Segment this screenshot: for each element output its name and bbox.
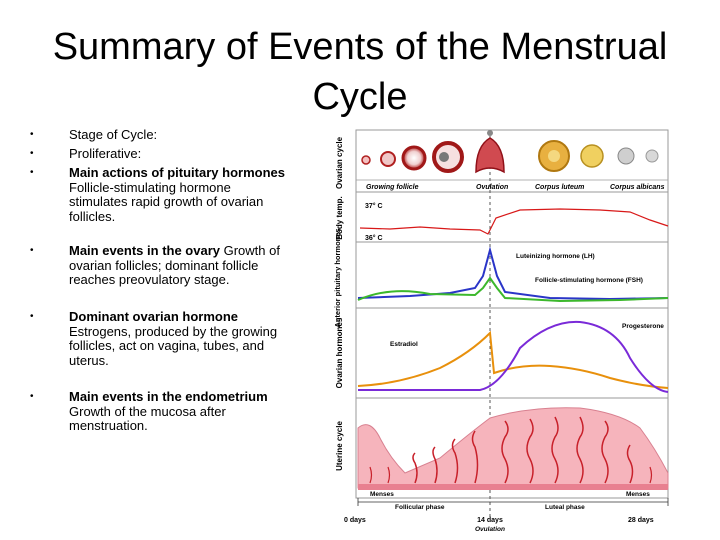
label-menses-end: Menses [626,491,650,498]
uterine-gland [387,466,391,484]
slide-title: Summary of Events of the Menstrual Cycle [52,26,668,118]
label-day-14: 14 days [477,517,503,524]
bullet-dot: • [30,129,34,140]
uterine-gland [369,466,373,484]
ovarian-stage-illustrations [361,130,659,174]
phase-bar: Menses Menses Follicular phase Luteal ph… [357,491,669,511]
bullet-dot: • [30,391,34,402]
basal-layer [358,484,668,490]
bullet-body: Estrogens, produced by the growing folli… [69,323,278,368]
corpus-albicans-shape [617,147,635,165]
uterine-gland [649,466,653,484]
uterine-gland [412,452,418,484]
label-luteal-phase: Luteal phase [545,504,585,511]
row-label-uterine-cycle: Uterine cycle [335,421,344,471]
bullet-dot: • [30,148,34,159]
bullet-dot: • [30,167,34,178]
label-estradiol: Estradiol [390,341,418,348]
primary-follicle [380,151,396,167]
uterine-gland [526,418,534,484]
bullet-text: Main events in the ovary Growth of ovari… [69,243,289,288]
released-ovum [487,130,493,136]
label-menses-start: Menses [370,491,394,498]
bullet-heading: Main events in the endometrium [69,389,268,404]
row-label-ovarian-cycle: Ovarian cycle [335,136,344,189]
label-day-28: 28 days [628,517,654,524]
stage-label-corpus-luteum: Corpus luteum [535,184,584,191]
corpus-albicans-small [645,149,659,163]
bullet-body: Growth of the mucosa after menstruation. [69,403,226,433]
bullet-body: Growth of ovarian follicles; dominant fo… [69,243,280,287]
uterine-gland [601,420,609,484]
temp-label-high: 37° C [365,202,383,210]
label-progesterone: Progesterone [622,323,664,330]
stage-label-corpus-albicans: Corpus albicans [610,184,665,191]
bullet-heading: Dominant ovarian hormone [69,309,239,324]
row-label-ovarian-hormones: Ovarian hormones [335,317,344,388]
primordial-follicle [361,155,371,165]
fsh-curve [357,276,669,303]
uterine-gland [432,446,438,484]
secondary-follicle [401,145,427,171]
bullet-text: Main events in the endometrium Growth of… [69,389,289,434]
row-label-anterior-pituitary: Anterior pituitary hormones [333,228,342,327]
menstrual-cycle-diagram: Ovarian cycle Body temp. Anterior pituit… [333,129,669,533]
uterine-gland [551,416,559,484]
bullet-body: Follicle-stimulating hormone stimulates … [69,179,264,224]
corpus-luteum-center [548,150,560,162]
label-ovulation-note: Ovulation [475,526,505,533]
temp-panel-frame [355,191,669,243]
label-day-0: 0 days [344,517,366,524]
bullet-dot: • [30,245,34,256]
bullet-text: Stage of Cycle: [69,127,158,142]
progesterone-curve [358,320,669,393]
estradiol-curve [357,330,669,389]
uterine-gland [576,416,584,484]
bullet-text: Dominant ovarian hormone Estrogens, prod… [69,309,289,368]
ruptured-follicle [475,137,505,174]
ovarian-hormone-panel-frame [355,307,669,399]
bullet-heading: Main actions of pituitary hormones [69,165,285,180]
label-fsh: Follicle-stimulating hormone (FSH) [535,277,643,284]
body-temp-curve [359,208,669,235]
endometrium-illustration [357,407,669,490]
oocyte [439,152,449,162]
bullet-text: Main actions of pituitary hormones Folli… [69,165,289,224]
stage-label-growing-follicle: Growing follicle [366,184,419,191]
uterine-gland [501,420,509,484]
label-follicular-phase: Follicular phase [395,504,445,511]
uterine-gland [626,444,634,484]
endometrium-layer [357,407,669,489]
bullet-text: Proliferative: [69,146,142,161]
uterine-panel-frame [355,397,669,499]
uterine-gland [451,438,459,484]
row-label-body-temp: Body temp. [335,196,344,240]
panel-frames [355,129,669,499]
stage-label-ovulation: Ovulation [476,184,508,191]
bullet-heading: Main events in the ovary [69,243,220,258]
temp-label-low: 36° C [365,234,383,242]
label-lh: Luteinizing hormone (LH) [516,253,595,260]
uterine-gland [471,430,479,484]
bullet-dot: • [30,311,34,322]
regressing-corpus-luteum [580,144,604,168]
